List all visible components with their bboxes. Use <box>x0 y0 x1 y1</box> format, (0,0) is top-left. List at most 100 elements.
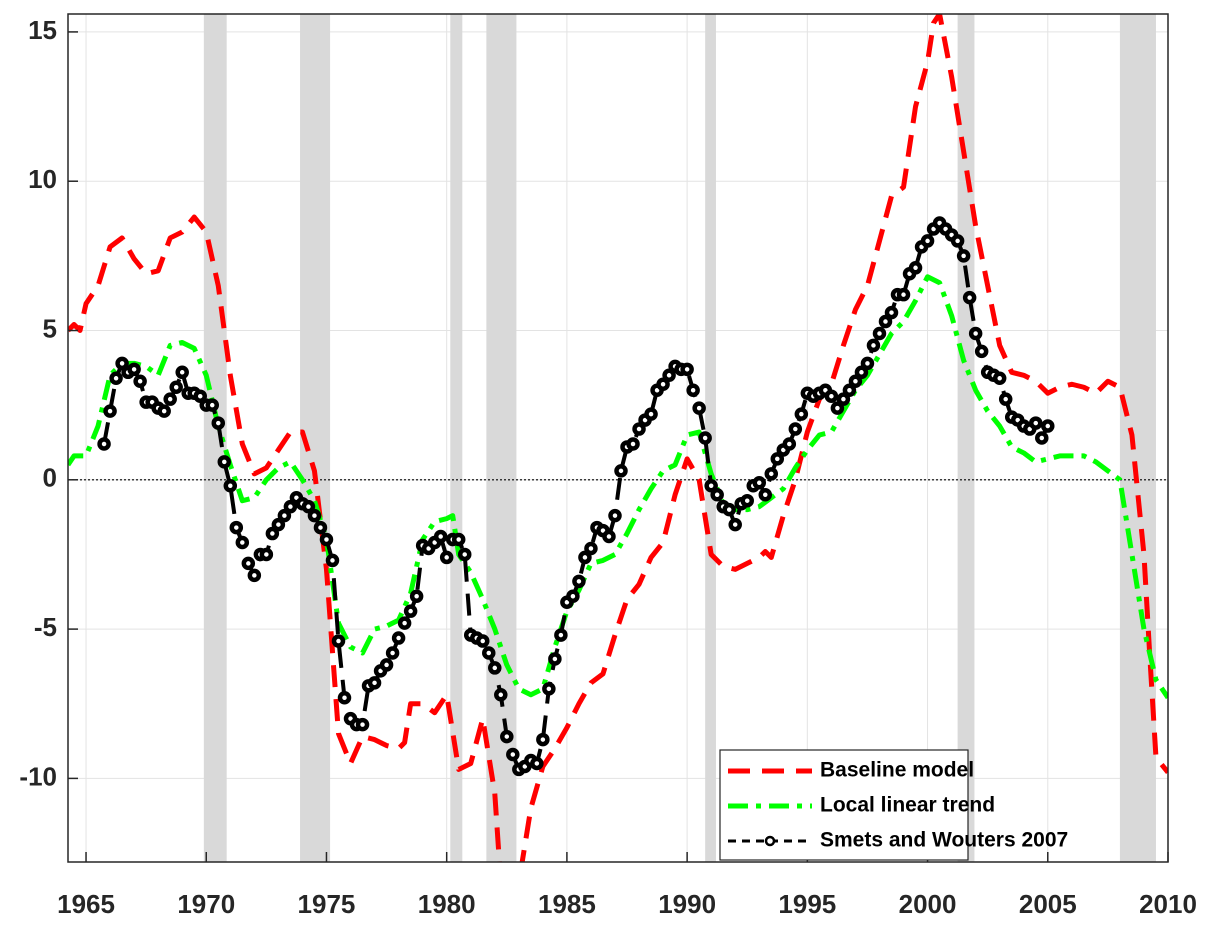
series-marker <box>313 520 328 535</box>
x-tick-label: 2005 <box>1019 889 1077 919</box>
series-marker <box>830 401 845 415</box>
legend: Baseline model Local linear trend Smets an… <box>719 749 1068 861</box>
x-tick-label: 2000 <box>899 889 957 919</box>
series-marker <box>968 326 983 341</box>
series-marker <box>109 371 123 386</box>
series-marker <box>451 532 466 547</box>
series-marker <box>998 392 1013 406</box>
series-marker <box>247 568 262 583</box>
series-marker <box>103 404 117 418</box>
series-marker <box>476 634 490 648</box>
series-marker <box>974 344 989 359</box>
legend-label: Baseline model <box>820 759 974 782</box>
x-tick-label: 1975 <box>298 889 356 919</box>
ticks: 1965 1970 1975 1980 1985 1990 1995 2000 2005 2010… <box>19 15 1197 919</box>
series-marker <box>680 362 694 377</box>
series-marker <box>494 688 508 702</box>
series-marker <box>193 389 207 403</box>
series-marker <box>836 392 851 406</box>
series-marker <box>710 487 724 502</box>
series-marker <box>794 407 809 421</box>
series-marker <box>842 383 857 397</box>
series-marker <box>764 467 779 481</box>
series-marker <box>530 756 544 771</box>
series-marker <box>566 589 580 604</box>
series-marker <box>920 234 935 248</box>
series-marker <box>698 431 712 445</box>
series-marker <box>722 502 736 517</box>
series-marker <box>860 356 875 371</box>
recession-band <box>1119 14 1156 862</box>
series-marker <box>878 314 893 329</box>
series-marker <box>554 628 568 642</box>
series-marker <box>548 652 562 666</box>
recession-band <box>957 14 975 862</box>
series-marker <box>728 517 742 532</box>
series-marker <box>956 249 971 263</box>
x-tick-label: 1995 <box>778 889 836 919</box>
series-marker <box>385 646 400 660</box>
series-marker <box>403 604 418 618</box>
series-marker <box>686 383 700 397</box>
series-marker <box>271 517 286 532</box>
series-marker <box>884 305 899 320</box>
x-tick-label: 1965 <box>57 889 115 919</box>
series-marker <box>391 631 406 645</box>
series-marker <box>626 437 640 451</box>
y-tick-label: -5 <box>34 612 57 642</box>
series-marker <box>97 437 111 451</box>
series-marker <box>1041 419 1055 433</box>
series-marker <box>488 661 502 675</box>
series-marker <box>788 422 803 436</box>
x-tick-label: 1990 <box>658 889 716 919</box>
series-marker <box>457 547 472 562</box>
series-marker <box>259 547 274 562</box>
plot-area <box>68 14 1168 862</box>
x-tick-label: 1970 <box>177 889 235 919</box>
series-marker <box>277 508 292 523</box>
legend-marker <box>764 835 776 847</box>
series-marker <box>962 290 977 305</box>
series-marker <box>265 526 280 541</box>
series-marker <box>740 493 754 508</box>
series-marker <box>331 634 346 648</box>
series-marker <box>301 499 316 514</box>
legend-label: Local linear trend <box>820 794 995 817</box>
series-marker <box>662 368 676 383</box>
series-marker <box>602 529 616 544</box>
series-marker <box>325 553 340 568</box>
series-marker <box>692 401 706 415</box>
series-marker <box>770 452 785 466</box>
series-marker <box>632 422 646 436</box>
series-marker <box>866 338 881 353</box>
series-marker <box>217 455 232 469</box>
series-marker <box>127 362 141 377</box>
plot-frame <box>67 13 1169 863</box>
series-marker <box>157 404 171 418</box>
series-marker <box>704 479 718 493</box>
series-marker <box>896 287 911 302</box>
series-marker <box>379 658 394 672</box>
series-marker <box>500 729 514 744</box>
recession-band <box>450 14 463 862</box>
series-marker <box>1035 431 1049 445</box>
series-marker <box>614 464 628 478</box>
series-marker <box>644 407 658 421</box>
series-marker <box>1029 416 1043 430</box>
series-marker <box>584 541 598 556</box>
series-marker <box>908 261 923 275</box>
series-marker <box>229 520 244 535</box>
series-marker <box>572 574 586 589</box>
series-marker <box>824 389 839 403</box>
series-marker <box>355 717 370 732</box>
series-marker <box>115 356 129 371</box>
series-marker <box>482 646 496 660</box>
series-marker <box>175 365 189 380</box>
series-marker <box>337 691 352 705</box>
series-marker <box>992 371 1007 386</box>
series-marker <box>872 326 887 341</box>
x-tick-label: 1980 <box>418 889 476 919</box>
series-line <box>68 14 1168 862</box>
lines <box>68 14 1168 862</box>
